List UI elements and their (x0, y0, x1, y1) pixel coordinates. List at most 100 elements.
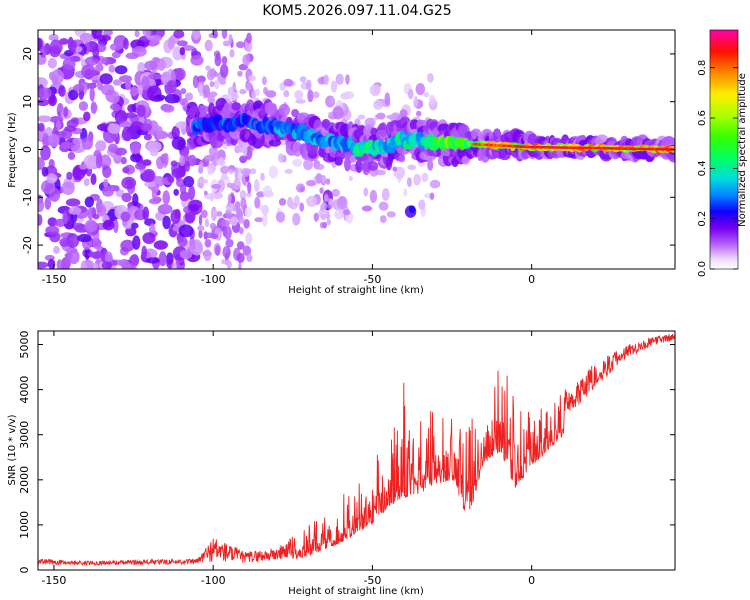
spectrogram-blob (179, 154, 185, 167)
spectrogram-blob (122, 126, 133, 142)
spectrogram-blob (38, 261, 49, 269)
spectrogram-blob (93, 262, 99, 269)
spectrogram-blob (380, 215, 387, 224)
spectrogram-blob (81, 64, 96, 79)
spectrogram-blob (120, 239, 135, 252)
spectrogram-blob (234, 167, 239, 181)
spectrogram-x-axis-title: Height of straight line (km) (288, 285, 424, 296)
spectrogram-blob (210, 233, 219, 239)
spectrogram-blob (114, 110, 128, 124)
spectrogram-blob (218, 157, 225, 165)
spectrogram-blob (198, 161, 204, 172)
colorbar-ticks: 0.0 0.2 0.4 0.6 0.8 (697, 60, 738, 277)
spectrogram-blobs (38, 30, 675, 269)
spectrogram-blob (134, 30, 140, 38)
spectrogram-blob (120, 156, 127, 165)
spectrogram-blob (170, 160, 178, 167)
spectrogram-blob (239, 190, 247, 200)
spectrogram-blob (399, 109, 408, 118)
spectrogram-blob (246, 32, 252, 44)
spectrogram-blob (255, 88, 260, 97)
spectrogram-x-tick-label: -50 (363, 273, 381, 286)
spectrogram-x-tick-label: -150 (41, 273, 66, 286)
snr-y-tick-label: 4000 (18, 376, 31, 404)
spectrogram-blob (214, 192, 223, 199)
spectrogram-blob (222, 40, 231, 47)
spectrogram-x-tick-label: -100 (201, 273, 226, 286)
spectrogram-blob (268, 165, 279, 179)
spectrogram-blob (198, 214, 203, 226)
spectrogram-blob (109, 43, 122, 51)
spectrogram-y-ticks: -20 -10 0 10 20 (21, 47, 675, 254)
spectrogram-y-tick-label: 0 (21, 146, 34, 153)
spectrogram-blob (427, 73, 434, 83)
spectrogram-blob (84, 246, 90, 260)
spectrogram-blob (130, 254, 140, 266)
spectrogram-blob (227, 193, 232, 204)
spectrogram-blob (113, 185, 120, 192)
spectrogram-blob (70, 144, 86, 153)
spectrogram-blob (67, 151, 76, 160)
spectrogram-blob (136, 85, 145, 95)
spectrogram-blob (38, 87, 52, 100)
spectrogram-blob (200, 209, 208, 219)
spectrogram-blob (40, 145, 51, 161)
spectrogram-blob (39, 46, 47, 58)
spectrogram-blob (171, 136, 186, 150)
spectrogram-blob (265, 90, 277, 98)
spectrogram-blob (345, 74, 350, 85)
snr-y-tick-label: 2000 (18, 466, 31, 494)
snr-y-tick-label: 1000 (18, 511, 31, 539)
spectrogram-blob (292, 158, 303, 167)
spectrogram-blob (325, 212, 331, 220)
spectrogram-blob (177, 236, 188, 247)
spectrogram-blob (275, 211, 286, 223)
spectrogram-blob (226, 248, 231, 259)
spectrogram-blob (132, 235, 141, 250)
spectrogram-blob (154, 94, 166, 101)
spectrogram-blob (207, 167, 214, 176)
spectrogram-blob (407, 88, 414, 100)
spectrogram-blob (158, 251, 167, 267)
spectrogram-blob (121, 192, 132, 203)
spectrogram-blob (90, 173, 97, 185)
snr-plot-area (38, 331, 675, 570)
spectrogram-blob (38, 98, 50, 107)
spectrogram-blob (142, 30, 149, 37)
spectrogram-blob (136, 104, 146, 118)
spectrogram-blob (185, 92, 193, 101)
spectrogram-blob (38, 157, 45, 171)
spectrogram-blob (429, 192, 435, 200)
spectrogram-blob (328, 198, 333, 206)
snr-x-tick-label: -150 (41, 574, 66, 587)
spectrogram-blob (163, 152, 169, 166)
spectrogram-blob (398, 154, 406, 163)
spectrogram-blob (221, 56, 228, 65)
spectrogram-blob (44, 197, 52, 210)
spectrogram-blob (315, 163, 325, 171)
snr-panel: -150 -100 -50 0 0 1000 2000 3000 4000 5000 Heigh… (7, 330, 676, 597)
spectrogram-blob (264, 190, 274, 198)
spectrogram-blob (112, 79, 122, 86)
spectrogram-blob (208, 146, 218, 157)
spectrogram-blob (215, 211, 223, 217)
spectrogram-y-tick-label: -20 (21, 236, 34, 254)
spectrogram-blob (415, 83, 426, 96)
spectrogram-blob (227, 86, 235, 96)
spectrogram-blob (407, 164, 416, 171)
spectrogram-blob (144, 60, 158, 71)
spectrogram-blob (303, 158, 314, 171)
spectrogram-blob (121, 176, 137, 190)
spectrogram-blob (171, 261, 177, 269)
spectrogram-blob (57, 205, 71, 215)
spectrogram-blob (41, 166, 49, 177)
spectrogram-blob (238, 227, 244, 235)
spectrogram-blob (249, 168, 257, 175)
colorbar-gradient (709, 29, 739, 270)
spectrogram-blob (107, 143, 119, 153)
spectrogram-blob (226, 182, 234, 189)
spectrogram-blob (332, 106, 344, 120)
spectrogram-blob (38, 122, 45, 132)
spectrogram-blob (102, 165, 112, 178)
spectrogram-blob (149, 147, 159, 157)
